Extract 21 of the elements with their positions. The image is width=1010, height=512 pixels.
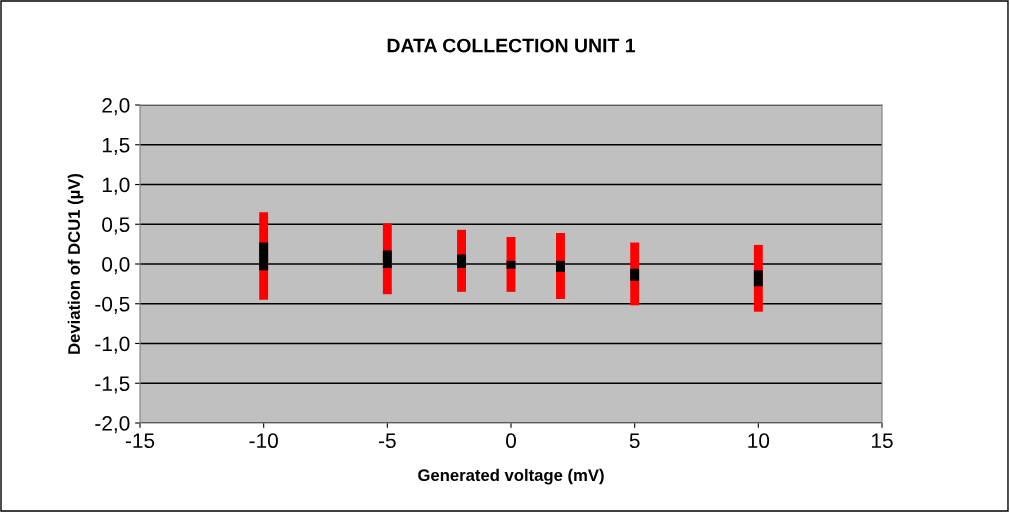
- y-tick-label: 1,5: [102, 137, 130, 155]
- x-tick-label: 10: [748, 433, 770, 449]
- y-tick-label: -2,0: [95, 416, 130, 434]
- x-tick-label: 5: [629, 433, 640, 449]
- y-tick-label: -1,5: [95, 376, 130, 394]
- y-tick-label: 0,5: [102, 217, 130, 235]
- x-axis-title: Generated voltage (mV): [418, 468, 604, 485]
- x-tick-label: 15: [872, 433, 893, 449]
- y-tick-label: 0,0: [102, 257, 130, 275]
- x-tick-label: 0: [506, 433, 516, 449]
- y-tick-label: -0,5: [95, 296, 130, 314]
- chart-title: DATA COLLECTION UNIT 1: [387, 38, 636, 53]
- bar: [753, 270, 763, 287]
- y-tick-label: -1,0: [95, 336, 130, 354]
- y-tick-label: 2,0: [102, 98, 130, 116]
- x-tick-label: -5: [379, 433, 396, 449]
- x-tick-label: -10: [249, 433, 278, 449]
- x-tick-label: -15: [125, 433, 155, 449]
- y-tick-label: 1,0: [102, 177, 130, 195]
- y-axis-title: Deviation of DCU1 (µV): [67, 173, 84, 354]
- bar: [630, 268, 640, 281]
